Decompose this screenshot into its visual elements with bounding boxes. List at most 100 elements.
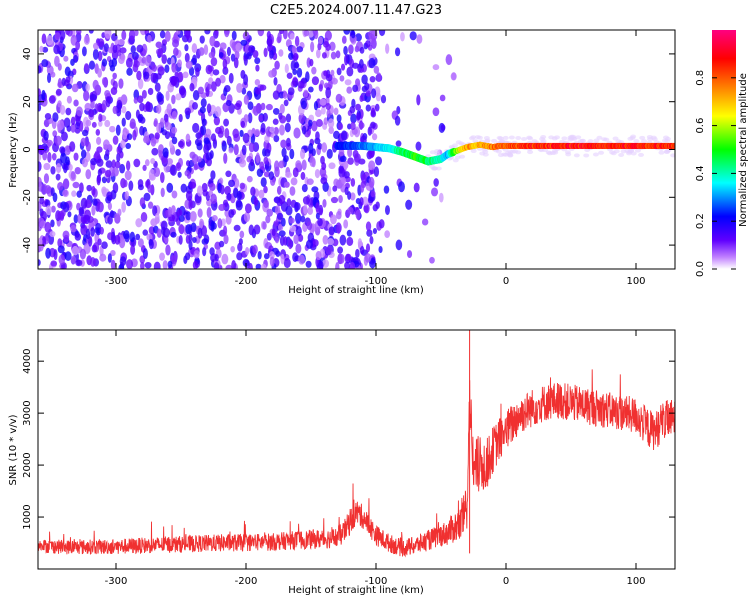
noise-point xyxy=(300,215,306,223)
noise-point xyxy=(260,263,267,269)
noise-point xyxy=(112,135,119,145)
noise-point xyxy=(143,135,150,144)
noise-point xyxy=(366,229,373,237)
noise-point xyxy=(222,225,228,237)
noise-point xyxy=(70,171,76,180)
noise-point xyxy=(109,125,116,133)
noise-point xyxy=(178,113,183,123)
noise-point xyxy=(201,238,209,245)
noise-point xyxy=(166,182,174,193)
noise-point xyxy=(263,199,269,208)
noise-point xyxy=(184,107,191,116)
noise-point xyxy=(73,214,79,224)
noise-point xyxy=(112,72,117,80)
noise-point xyxy=(345,253,352,262)
snr-plot-area xyxy=(38,330,675,569)
noise-point xyxy=(241,87,247,95)
noise-point xyxy=(310,41,315,53)
noise-point xyxy=(247,101,254,110)
noise-point xyxy=(160,171,165,184)
halo-point xyxy=(472,139,479,144)
noise-point xyxy=(215,77,221,87)
noise-point xyxy=(365,90,371,97)
x-tick-label: -200 xyxy=(235,276,258,287)
noise-point xyxy=(38,103,42,112)
noise-point xyxy=(137,95,144,104)
noise-point xyxy=(117,102,123,110)
noise-point xyxy=(55,162,62,174)
noise-point xyxy=(82,46,87,57)
noise-point xyxy=(151,64,157,72)
noise-point xyxy=(137,78,144,90)
noise-point xyxy=(40,183,48,195)
noise-point xyxy=(156,104,162,114)
noise-point xyxy=(255,87,261,95)
noise-point xyxy=(202,247,207,257)
noise-point xyxy=(283,236,288,246)
halo-point xyxy=(618,153,625,158)
noise-point xyxy=(370,190,376,198)
noise-point xyxy=(324,30,332,41)
noise-point xyxy=(38,65,42,74)
noise-point xyxy=(39,196,45,205)
noise-point xyxy=(198,47,205,56)
noise-point xyxy=(121,117,126,127)
noise-point xyxy=(210,193,217,205)
halo-point xyxy=(429,150,436,155)
y-tick-label: 20 xyxy=(22,95,33,108)
noise-point xyxy=(369,76,376,83)
noise-point xyxy=(255,263,262,269)
noise-point xyxy=(83,90,90,102)
noise-point xyxy=(233,187,239,199)
noise-point xyxy=(223,234,229,245)
noise-point xyxy=(38,217,45,228)
noise-point xyxy=(266,232,272,241)
noise-point xyxy=(41,59,49,68)
noise-point xyxy=(296,46,304,53)
noise-point xyxy=(101,77,107,86)
noise-point xyxy=(338,148,345,157)
noise-point xyxy=(124,170,132,181)
noise-point xyxy=(57,238,63,248)
noise-point xyxy=(287,87,295,96)
noise-point xyxy=(188,198,193,210)
noise-point xyxy=(346,66,354,77)
noise-point xyxy=(234,50,240,60)
noise-point xyxy=(38,161,42,172)
noise-point xyxy=(58,254,66,265)
noise-point xyxy=(170,164,177,176)
noise-point xyxy=(225,170,232,178)
noise-point xyxy=(137,184,144,191)
noise-point xyxy=(337,253,345,265)
noise-point xyxy=(46,35,54,46)
noise-point xyxy=(192,101,198,110)
noise-point xyxy=(57,181,64,191)
noise-point xyxy=(142,229,149,236)
noise-point xyxy=(328,226,335,236)
noise-point xyxy=(139,102,145,112)
noise-point xyxy=(191,76,198,85)
noise-point xyxy=(184,44,189,52)
y-tick-label: 4000 xyxy=(22,348,33,373)
noise-point xyxy=(385,43,390,54)
noise-point xyxy=(273,134,280,143)
noise-point xyxy=(303,203,308,215)
noise-point xyxy=(132,129,137,141)
noise-point xyxy=(38,176,42,187)
noise-point xyxy=(451,72,457,81)
noise-point xyxy=(318,204,324,216)
noise-point xyxy=(101,58,108,67)
noise-point xyxy=(193,250,200,259)
noise-point xyxy=(68,164,73,171)
noise-point xyxy=(269,256,275,267)
chart-title: C2E5.2024.007.11.47.G23 xyxy=(270,3,442,18)
noise-point xyxy=(367,126,372,136)
noise-point xyxy=(353,153,361,163)
halo-point xyxy=(505,150,512,155)
noise-point xyxy=(265,103,273,111)
noise-point xyxy=(274,166,280,178)
noise-point xyxy=(331,77,338,85)
halo-point xyxy=(515,136,522,141)
